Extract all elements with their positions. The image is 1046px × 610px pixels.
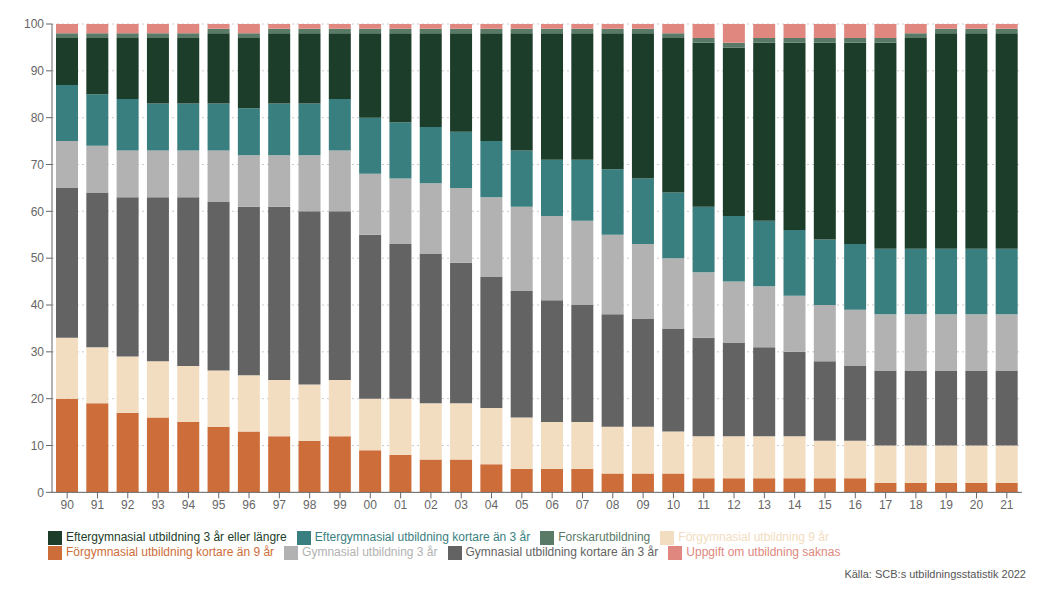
svg-text:10: 10 [667,498,681,512]
svg-text:97: 97 [273,498,287,512]
svg-text:05: 05 [515,498,529,512]
svg-text:08: 08 [606,498,620,512]
svg-text:40: 40 [31,298,45,312]
svg-text:11: 11 [697,498,710,512]
svg-text:18: 18 [909,498,923,512]
html-text:Uppgift om utbildning saknas: Uppgift om utbildning saknas [686,545,841,560]
svg-text:12: 12 [727,498,741,512]
svg-text:20: 20 [31,392,45,406]
svg-text:0: 0 [37,486,44,500]
svg-text:90: 90 [60,498,74,512]
html-text:Gymnasial utbildning 3 år: Gymnasial utbildning 3 år [302,545,438,560]
svg-text:06: 06 [545,498,559,512]
svg-text:16: 16 [849,498,863,512]
svg-text:91: 91 [91,498,105,512]
html-text:Forskarutbildning: Forskarutbildning [558,530,651,545]
html-text:Förgymnasial utbildning 9 år: Förgymnasial utbildning 9 år [678,530,829,545]
svg-text:09: 09 [636,498,650,512]
svg-text:19: 19 [940,498,954,512]
svg-text:90: 90 [31,64,45,78]
svg-text:04: 04 [485,498,499,512]
svg-text:92: 92 [121,498,135,512]
html-text:Eftergymnasial utbildning 3 år: Eftergymnasial utbildning 3 år eller län… [66,530,287,545]
html-text:Eftergymnasial utbildning kort: Eftergymnasial utbildning kortare än 3 å… [314,530,531,545]
svg-text:15: 15 [818,498,832,512]
svg-text:80: 80 [31,111,45,125]
svg-text:14: 14 [788,498,802,512]
html-text:Gymnasial utbildning kortare ä: Gymnasial utbildning kortare än 3 år [465,545,659,560]
svg-text:10: 10 [31,439,45,453]
svg-text:98: 98 [303,498,317,512]
svg-text:70: 70 [31,158,45,172]
svg-text:20: 20 [970,498,984,512]
svg-text:60: 60 [31,205,45,219]
svg-text:03: 03 [455,498,469,512]
svg-text:07: 07 [576,498,590,512]
svg-text:95: 95 [212,498,226,512]
svg-text:94: 94 [182,498,196,512]
svg-text:93: 93 [151,498,165,512]
svg-text:96: 96 [242,498,256,512]
svg-text:50: 50 [31,251,45,265]
svg-text:01: 01 [394,498,408,512]
html-text:Förgymnasial utbildning kortar: Förgymnasial utbildning kortare än 9 år [66,545,275,560]
svg-text:30: 30 [31,345,45,359]
svg-text:00: 00 [364,498,378,512]
svg-text:13: 13 [758,498,772,512]
svg-text:99: 99 [333,498,347,512]
svg-text:21: 21 [1000,498,1014,512]
svg-text:100: 100 [24,17,44,31]
svg-text:17: 17 [879,498,893,512]
html-text:Källa: SCB:s utbildningsstatis: Källa: SCB:s utbildningsstatistik 2022 [844,568,1026,580]
svg-text:02: 02 [424,498,438,512]
